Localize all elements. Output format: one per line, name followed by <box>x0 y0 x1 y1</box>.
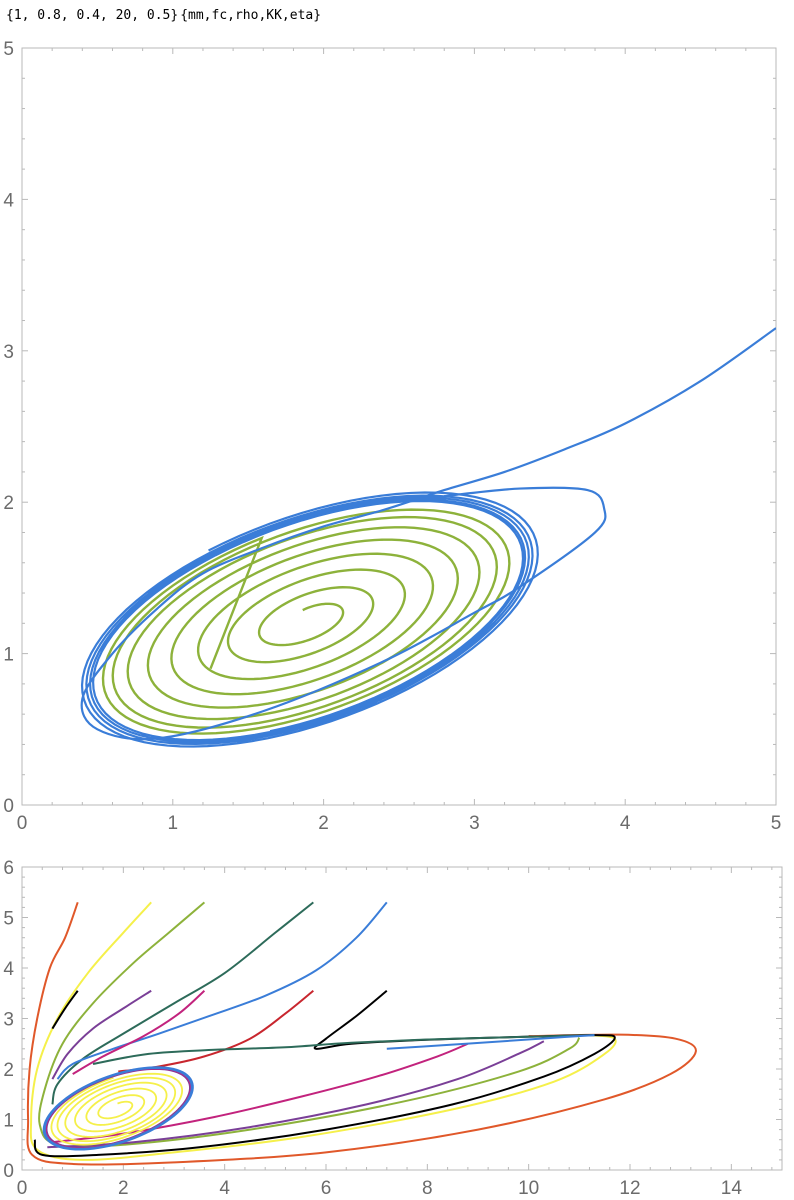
x-tick-label: 5 <box>771 813 782 834</box>
inner-spiral <box>50 1072 184 1146</box>
x-tick-label: 0 <box>17 1178 28 1199</box>
x-tick-label: 3 <box>469 813 480 834</box>
y-tick-label: 5 <box>3 909 14 930</box>
limit-cycle-band <box>42 1066 194 1151</box>
trajectory-10 <box>92 1034 595 1065</box>
y-tick-label: 4 <box>3 190 14 211</box>
plot-frame <box>21 47 777 806</box>
y-tick-label: 3 <box>3 342 14 363</box>
phase-portrait-top: 0 1 2 3 4 5 0 1 2 3 4 5 <box>3 39 781 834</box>
trajectory-13 <box>386 1034 595 1050</box>
parameter-header: {1, 0.8, 0.4, 20, 0.5} {mm,fc,rho,KK,eta} <box>6 8 321 28</box>
x-tick-label: 8 <box>422 1178 433 1199</box>
y-tick-label: 2 <box>3 493 14 514</box>
trajectory-3 <box>51 901 314 1105</box>
x-tick-label: 4 <box>219 1178 230 1199</box>
trajectory-2 <box>38 901 581 1148</box>
trajectory-9 <box>33 989 616 1158</box>
parameter-values: {1, 0.8, 0.4, 20, 0.5} <box>6 8 179 23</box>
y-tick-label: 5 <box>3 39 14 60</box>
y-tick-label: 1 <box>3 645 14 666</box>
trajectory-green <box>101 508 511 735</box>
x-tick-label: 4 <box>620 813 631 834</box>
x-tick-label: 14 <box>721 1178 743 1199</box>
y-tick-label: 2 <box>3 1060 14 1081</box>
parameter-names: {mm,fc,rho,KK,eta} <box>180 8 322 23</box>
trajectory-4 <box>56 901 388 1080</box>
x-tick-label: 2 <box>118 1178 129 1199</box>
trajectory-1 <box>29 901 617 1161</box>
x-tick-label: 2 <box>318 813 329 834</box>
trajectory-8 <box>118 989 314 1073</box>
trajectory-7 <box>72 989 206 1075</box>
y-tick-label: 0 <box>3 1161 14 1182</box>
x-tick-label: 1 <box>168 813 179 834</box>
x-tick-label: 10 <box>518 1178 539 1199</box>
trajectory-0 <box>26 902 697 1166</box>
trajectory-blue-cycle <box>80 491 539 748</box>
y-tick-label: 3 <box>3 1010 14 1031</box>
trajectory-6 <box>51 989 152 1080</box>
y-tick-label: 4 <box>3 959 14 980</box>
trajectory-5 <box>51 990 79 1030</box>
x-tick-label: 6 <box>321 1178 332 1199</box>
x-tick-label: 12 <box>619 1178 640 1199</box>
trajectory-12 <box>47 1040 545 1149</box>
x-tick-label: 0 <box>17 813 28 834</box>
y-tick-label: 6 <box>3 858 14 879</box>
y-tick-label: 1 <box>3 1111 14 1132</box>
y-tick-label: 0 <box>3 796 14 817</box>
